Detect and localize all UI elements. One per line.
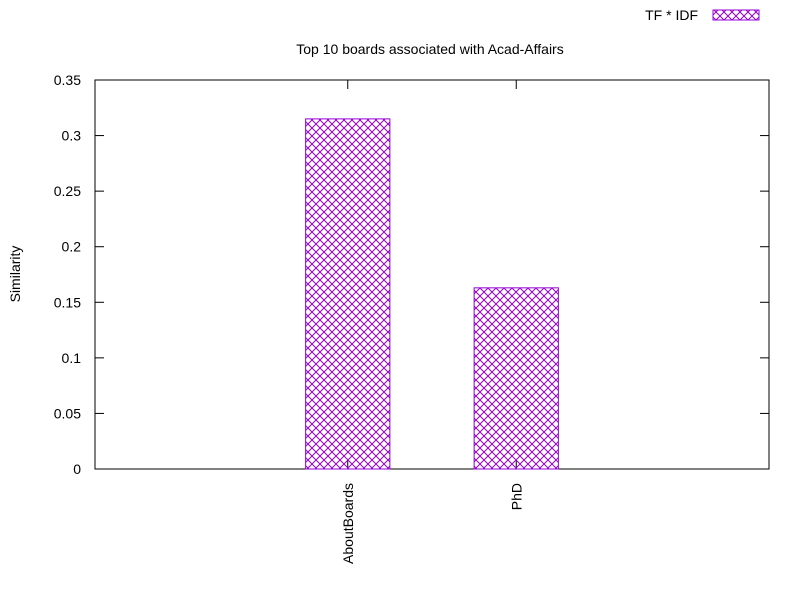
y-axis-ticks: 0 0.05 0.1 0.15 0.2 0.25 0.3 0.35 [54,72,769,477]
bars-group [305,118,559,470]
legend: TF * IDF [645,7,760,23]
chart-title: Top 10 boards associated with Acad-Affai… [296,41,563,57]
y-tick-label: 0.3 [62,128,82,144]
plot-area-frame [94,79,770,470]
legend-swatch [712,9,760,21]
x-tick-label: PhD [508,483,524,510]
legend-label: TF * IDF [645,7,698,23]
y-tick-label: 0.15 [54,294,81,310]
x-tick-label: AboutBoards [340,483,356,564]
y-tick-label: 0 [73,461,81,477]
y-tick-label: 0.2 [62,239,82,255]
y-tick-label: 0.35 [54,72,81,88]
y-tick-label: 0.05 [54,405,81,421]
y-tick-label: 0.1 [62,350,82,366]
y-tick-label: 0.25 [54,183,81,199]
y-axis-label: Similarity [7,246,23,303]
bar-phd [473,287,559,470]
x-axis-ticks: AboutBoards PhD [340,80,524,564]
bar-aboutboards [305,118,391,470]
